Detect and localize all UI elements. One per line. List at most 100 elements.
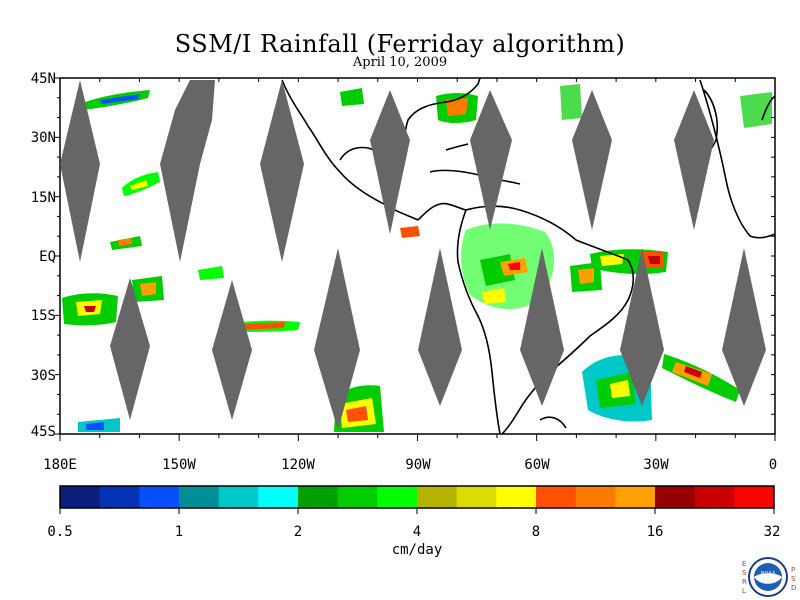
swath-gaps [60,80,766,430]
coastline-europe [761,95,776,121]
colorbar-units: cm/day [392,542,443,558]
swath-gap [620,248,664,406]
rain-patch [118,238,132,246]
rain-patch [482,288,506,304]
axis-ticks [55,77,776,441]
colorbar-cell [615,486,656,508]
coastline-africa [699,79,776,239]
lon-label: 30W [643,457,669,473]
lon-label: 0 [769,457,777,473]
colorbar-cell [258,486,299,508]
map-date: April 10, 2009 [352,55,448,70]
colorbar-cell [575,486,616,508]
rain-patch [446,98,468,116]
lat-label: 45S [31,424,56,440]
rain-patch [684,366,702,378]
colorbar-cell [456,486,497,508]
lat-label: 45N [31,71,56,87]
esrl-letter: R [742,578,747,586]
colorbar-tick-label: 4 [413,524,421,540]
colorbar-cell [337,486,378,508]
swath-gap [370,90,410,234]
rain-patch [340,88,364,106]
swath-gap [60,80,100,262]
noaa-logo-text: NOAA [761,571,776,577]
colorbar-cells [59,486,775,514]
rain-patch [578,268,594,284]
colorbar-tick-label: 16 [647,524,664,540]
lon-label: 90W [405,457,431,473]
lat-label: 30S [31,368,56,384]
colorbar-cell [417,486,458,508]
swath-gap [572,90,612,230]
rain-patch [560,84,582,120]
rain-patch [86,422,104,430]
esrl-letter: E [742,560,746,568]
colorbar: 0.5 1 2 4 8 16 32 cm/day [47,485,780,558]
colorbar-cell [694,486,735,508]
rain-patch [130,180,148,190]
rain-patch [400,226,420,238]
colorbar-tick-label: 2 [294,524,302,540]
map-frame [59,77,776,435]
lon-label: 150W [162,457,196,473]
lat-label: 30N [31,130,56,146]
psd-letter: P [791,566,795,574]
colorbar-cell [655,486,696,508]
rain-patch [240,322,285,330]
lat-label: 15N [31,190,56,206]
rain-patch [610,380,630,398]
rain-patch [140,282,156,296]
lat-label: EQ [39,249,56,265]
colorbar-cell [60,486,101,508]
colorbar-frame [59,485,775,509]
rain-patch [100,94,140,104]
coastline-panama [417,202,467,221]
colorbar-tick-label: 1 [175,524,183,540]
colorbar-labels: 0.5 1 2 4 8 16 32 [47,524,780,540]
lon-label: 180E [43,457,77,473]
colorbar-cell [179,486,220,508]
swath-gap [674,90,714,230]
swath-gap [260,80,304,262]
esrl-letter: S [742,569,747,577]
rain-patch [740,92,772,128]
lon-label: 120W [281,457,315,473]
colorbar-tick-label: 32 [764,524,781,540]
lat-label: 15S [31,308,56,324]
swath-gap [418,248,462,406]
coastline-south-america-west [456,209,501,435]
noaa-esrl-logo: NOAA E S R L P S D [742,557,796,597]
noaa-logo-bird [754,573,782,584]
rain-patch [600,254,624,266]
rain-patch [198,266,224,280]
psd-letter: D [791,584,796,592]
rain-patch [508,262,520,270]
colorbar-cell [496,486,537,508]
swath-gap [470,90,512,230]
swath-gap [160,80,215,262]
latitude-labels: 45N 30N 15N EQ 15S 30S 45S [31,71,56,440]
swath-gap [722,248,766,406]
rain-patch [346,406,368,422]
rain-patch [648,256,660,264]
colorbar-cell [536,486,577,508]
longitude-labels: 180E 150W 120W 90W 60W 30W 0 [43,457,777,473]
colorbar-cell [298,486,339,508]
map-panel: 45N 30N 15N EQ 15S 30S 45S 180E 150W 120… [31,71,778,473]
psd-letter: S [791,575,796,583]
swath-gap [314,248,360,430]
swath-gap [110,278,150,420]
colorbar-cell [99,486,140,508]
coastline-falklands [539,416,567,429]
colorbar-cell [139,486,180,508]
coastline-south-america-east [465,205,635,435]
rain-patch [84,306,96,312]
esrl-letter: L [742,587,746,595]
swath-gap [212,280,252,420]
colorbar-cell [218,486,259,508]
colorbar-cell [734,486,775,508]
lon-label: 60W [524,457,550,473]
colorbar-cell [377,486,418,508]
